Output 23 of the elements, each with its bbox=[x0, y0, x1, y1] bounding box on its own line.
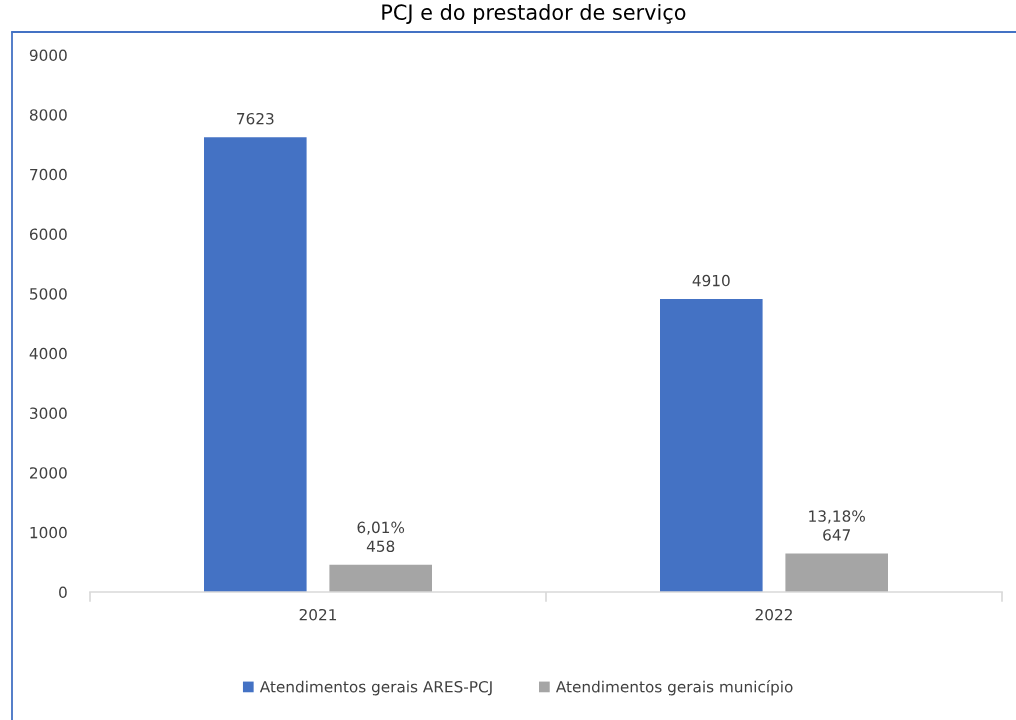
y-tick-label: 0 bbox=[59, 586, 67, 599]
bar bbox=[329, 564, 432, 592]
bar bbox=[785, 553, 888, 592]
data-label: 7623 bbox=[237, 112, 274, 125]
data-label: 13,18% 647 bbox=[809, 510, 865, 541]
y-tick-label: 4000 bbox=[29, 347, 67, 360]
y-tick-label: 6000 bbox=[29, 228, 67, 241]
y-tick-label: 9000 bbox=[29, 49, 67, 62]
x-tick-label: 2022 bbox=[755, 608, 792, 621]
y-tick-label: 1000 bbox=[30, 526, 67, 539]
legend-label: Atendimentos gerais ARES-PCJ bbox=[259, 680, 492, 696]
data-label: 4910 bbox=[692, 274, 730, 287]
chart-title: PCJ e do prestador de serviço bbox=[382, 3, 686, 25]
bar bbox=[204, 137, 307, 592]
bar bbox=[660, 299, 763, 592]
y-tick-label: 7000 bbox=[30, 168, 67, 181]
data-label: 6,01% 458 bbox=[357, 521, 405, 552]
legend-label: Atendimentos gerais município bbox=[555, 680, 793, 696]
y-tick-label: 8000 bbox=[29, 109, 67, 121]
y-tick-label: 2000 bbox=[30, 467, 67, 479]
y-tick-label: 5000 bbox=[30, 288, 67, 300]
y-tick-label: 3000 bbox=[30, 407, 67, 420]
x-tick-label: 2021 bbox=[299, 608, 337, 621]
